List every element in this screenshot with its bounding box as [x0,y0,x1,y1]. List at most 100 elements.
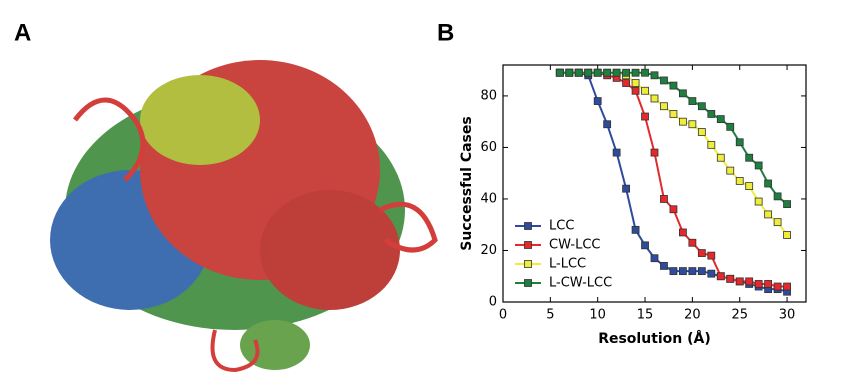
marker [584,68,593,77]
marker [679,267,687,275]
y-tick-label: 40 [480,191,497,206]
y-axis-label: Successful Cases [459,116,475,250]
marker [679,117,687,126]
legend-swatch [524,241,532,249]
marker [565,68,574,77]
marker [603,68,612,77]
marker [650,254,659,263]
y-tick-label: 60 [480,140,497,155]
marker [669,205,678,214]
marker [612,68,621,77]
x-tick-label: 0 [499,308,507,323]
structure-image [50,60,438,373]
marker [783,200,791,209]
marker [707,269,716,278]
x-tick-label: 25 [731,308,748,323]
x-tick-label: 30 [779,308,796,323]
marker [754,280,763,288]
marker [707,110,716,118]
marker [593,68,602,77]
marker [688,267,697,275]
x-tick-label: 20 [684,308,701,323]
marker [641,241,649,250]
marker [697,267,706,275]
marker [660,102,668,111]
marker [660,262,668,270]
marker [707,140,716,149]
marker [622,184,630,193]
marker [688,97,697,105]
marker [735,177,744,185]
x-tick-label: 10 [589,308,606,323]
marker [773,218,782,227]
marker [555,68,564,77]
marker [574,68,583,77]
legend-swatch [524,279,532,287]
marker [688,238,697,247]
y-tick-label: 20 [480,243,497,258]
marker [641,86,649,95]
marker [783,231,791,239]
marker [735,277,744,286]
marker [650,94,659,103]
marker [764,179,773,188]
panel-label: A [14,19,31,46]
marker [697,128,706,136]
marker [697,102,706,111]
marker [716,153,725,162]
legend-label: L-CW-LCC [549,276,612,291]
marker [650,148,659,157]
marker [631,79,640,87]
chart: 0 20 40 60 80 0 5 10 15 20 25 30 Resolution (Å) Succe… [459,64,807,347]
marker [669,110,678,118]
marker [631,225,640,234]
marker [650,71,659,80]
y-tick-label: 80 [480,88,497,103]
marker [631,68,640,77]
marker [773,192,782,201]
marker [707,251,716,260]
x-tick-label: 15 [637,308,654,323]
marker [773,282,782,291]
legend-label: LCC [549,219,574,234]
marker [745,277,754,286]
marker [679,228,687,237]
marker [745,153,754,162]
marker [679,89,687,98]
marker [754,161,763,170]
marker [726,122,735,131]
legend-label: CW-LCC [549,238,601,253]
marker [603,120,612,129]
marker [612,148,621,157]
marker [726,274,735,283]
marker [631,86,640,95]
marker [641,112,649,121]
marker [697,249,706,257]
marker [688,120,697,129]
marker [745,182,754,190]
marker [622,68,630,77]
y-tick-label: 0 [489,295,497,310]
marker [669,267,678,275]
panel-label: B [437,19,454,46]
marker [764,280,773,288]
marker [764,210,773,219]
marker [735,138,744,147]
x-tick-label: 5 [546,308,554,323]
legend-swatch [524,260,532,268]
marker [622,79,630,87]
legend-swatch [524,222,532,230]
legend-label: L-LCC [549,257,586,272]
marker [726,166,735,175]
marker [783,282,791,291]
marker [754,197,763,206]
marker [641,68,649,77]
marker [660,195,668,203]
marker [660,76,668,85]
x-axis-label: Resolution (Å) [598,330,711,347]
marker [669,81,678,90]
marker [593,97,602,105]
plot-frame [502,64,807,303]
marker [716,272,725,281]
